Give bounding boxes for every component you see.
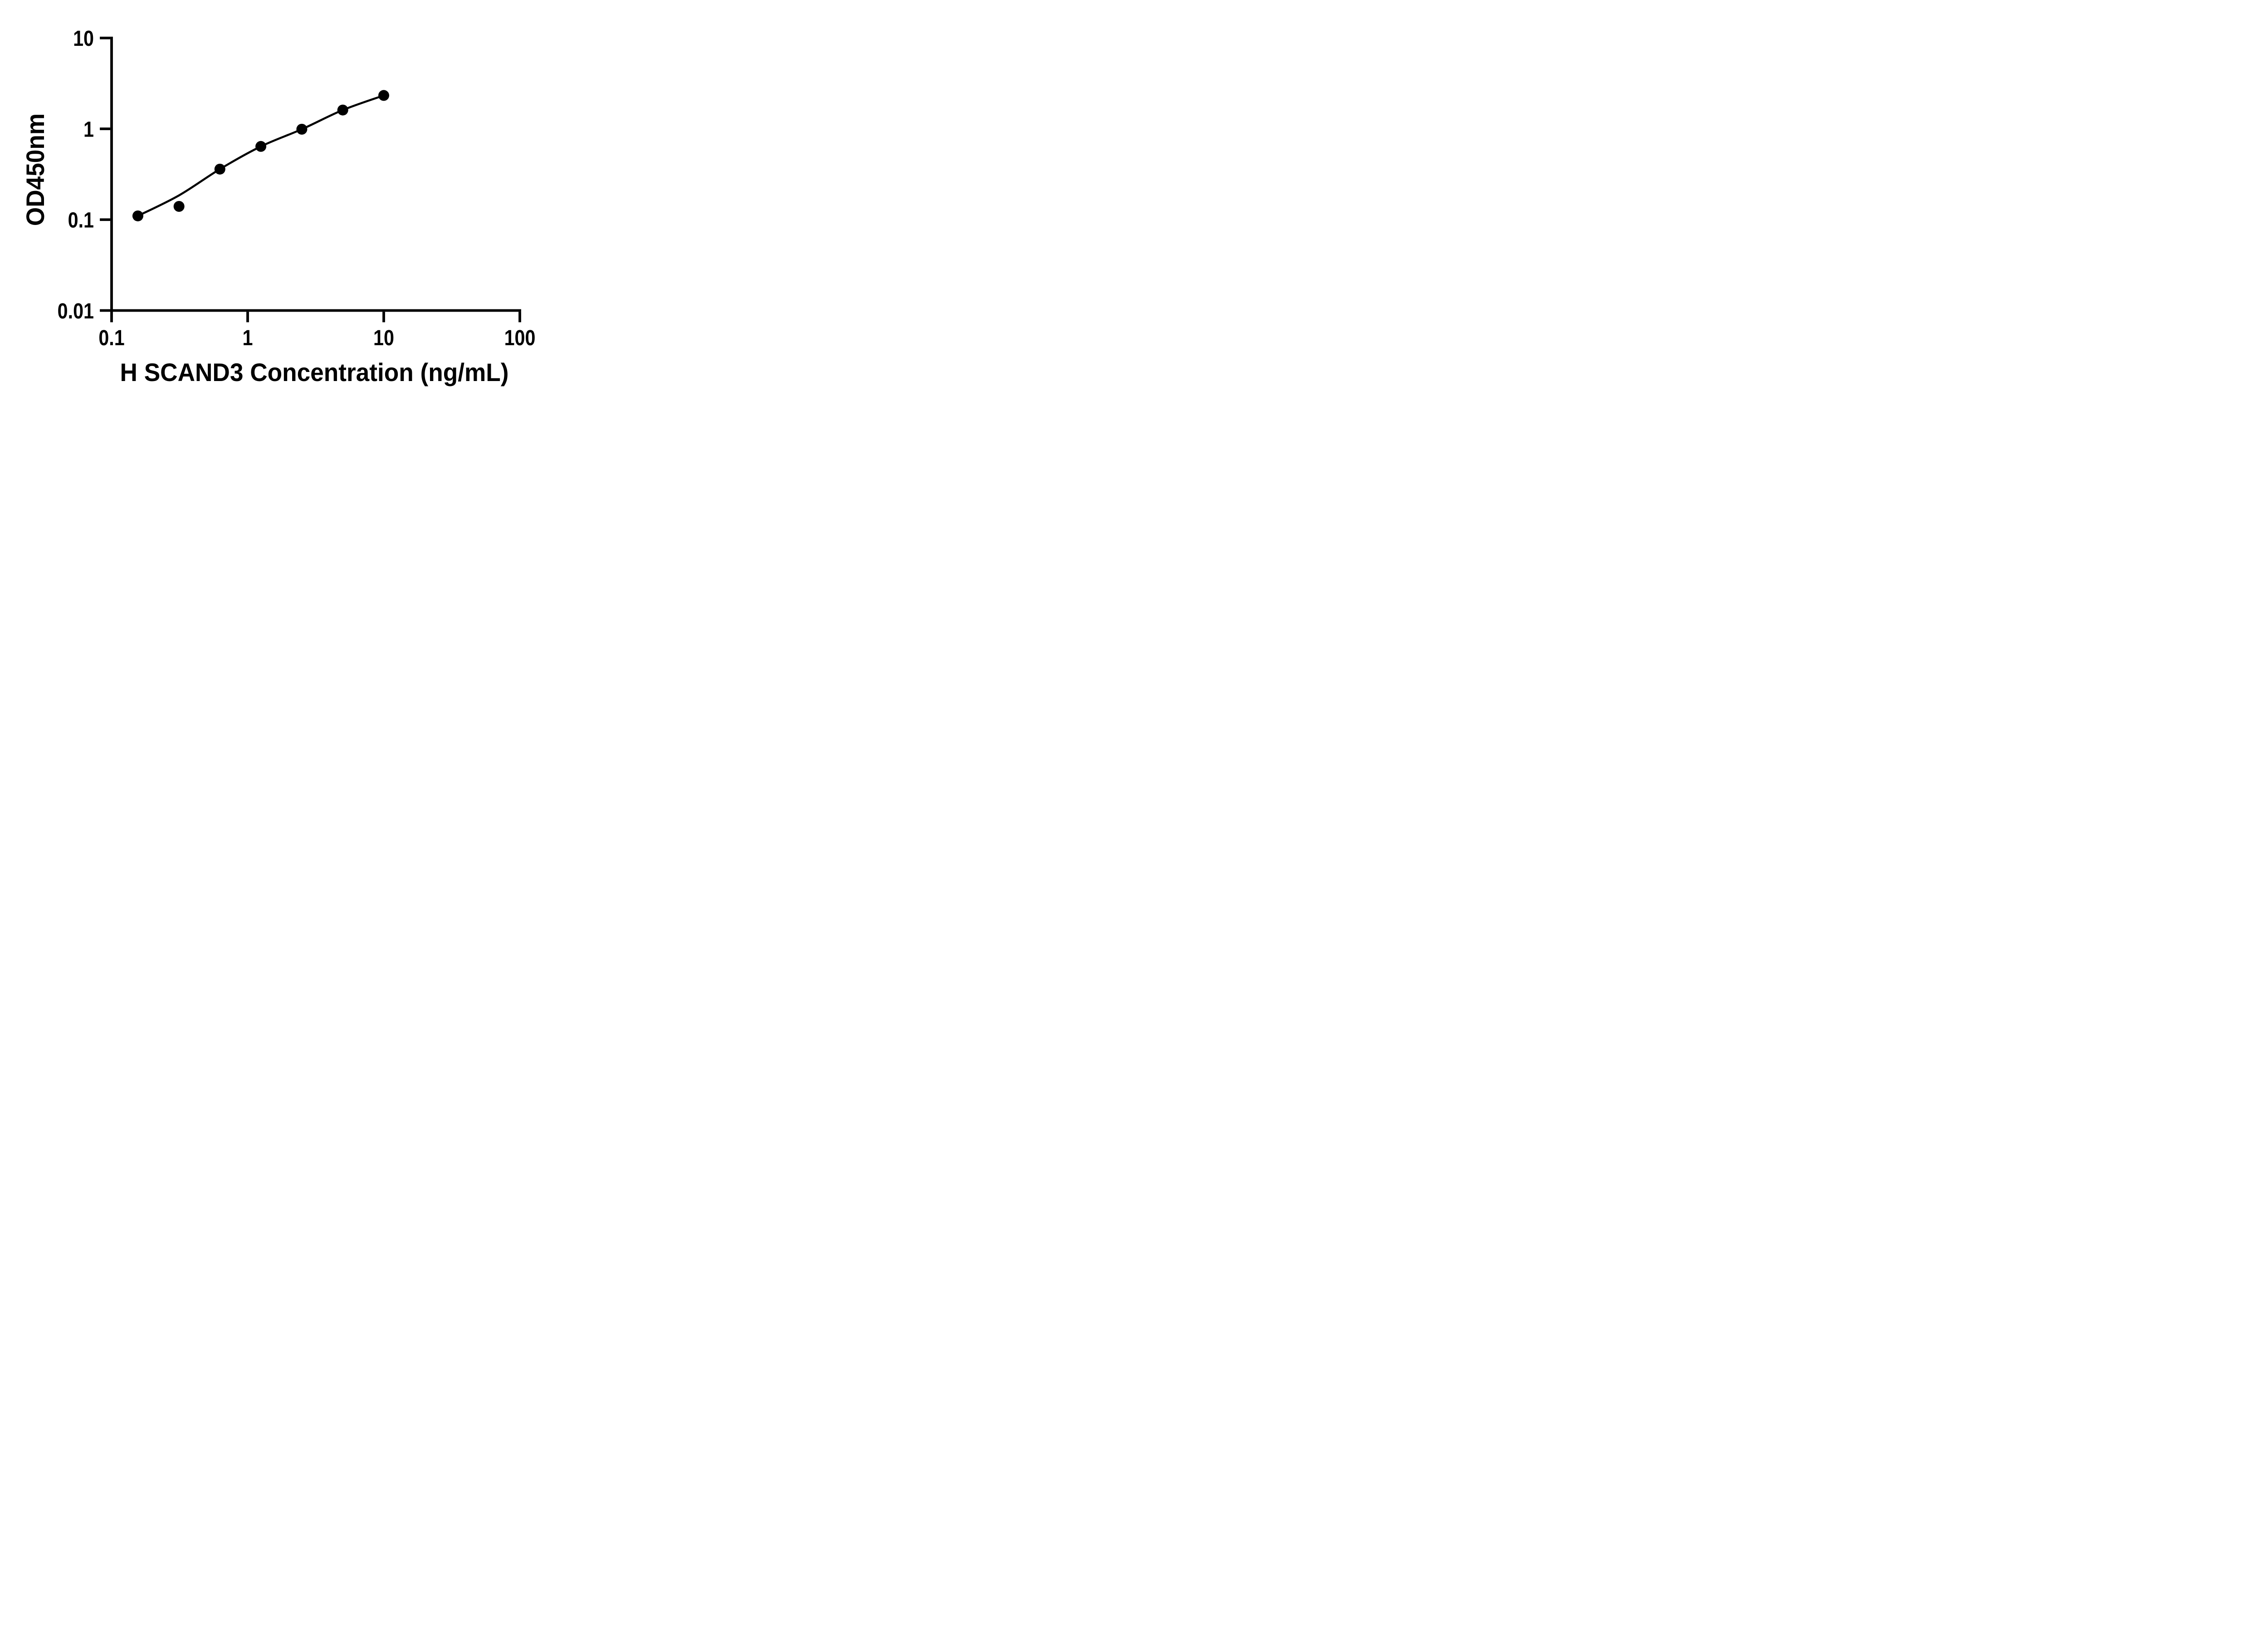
data-point [255, 141, 267, 152]
data-point [296, 123, 308, 135]
y-tick-label: 0.01 [58, 299, 94, 323]
data-point [214, 163, 225, 175]
y-tick-label: 10 [73, 26, 94, 51]
data-points [132, 90, 389, 221]
x-tick-label: 10 [373, 326, 394, 350]
data-point [132, 210, 143, 221]
axis-ticks [100, 36, 521, 323]
axes [110, 36, 521, 312]
x-tick-label: 0.1 [98, 326, 124, 350]
x-tick-label: 100 [504, 326, 536, 350]
y-axis-title: OD450nm [21, 113, 50, 226]
y-tick-label: 0.1 [68, 208, 94, 233]
data-point [173, 200, 185, 212]
data-point [378, 90, 389, 101]
data-point [337, 104, 348, 116]
x-axis-title: H SCAND3 Concentration (ng/mL) [120, 358, 509, 387]
standard-curve-figure: 10 1 0.1 0.01 0.1 1 10 100 H SCAND3 Concentrati… [0, 0, 582, 408]
y-tick-label: 1 [83, 117, 94, 142]
x-tick-label: 1 [243, 326, 253, 350]
